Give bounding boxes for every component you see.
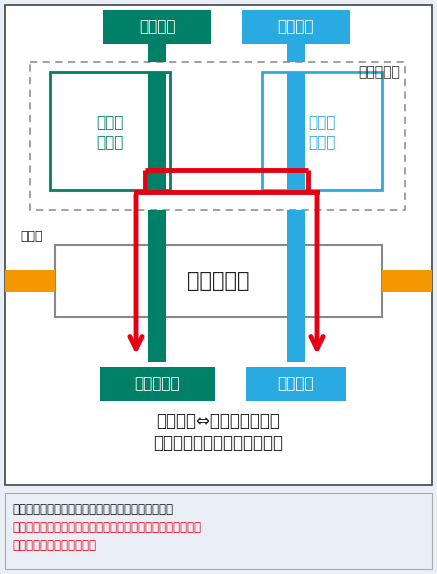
Text: 大　通　駅: 大 通 駅 [187, 271, 250, 291]
Bar [148, 317, 166, 362]
Text: 真駒内方面: 真駒内方面 [134, 377, 180, 391]
Bar [148, 210, 166, 245]
Bar [5, 493, 432, 569]
Text: 改　札: 改 札 [96, 135, 124, 150]
Text: さっぽろ駅で乗り換えた場合: さっぽろ駅で乗り換えた場合 [153, 434, 283, 452]
Text: 福住方面: 福住方面 [278, 377, 314, 391]
Bar [287, 317, 305, 362]
Bar [287, 210, 305, 245]
Bar [148, 72, 166, 192]
Bar [30, 62, 405, 210]
Text: さっぽろ駅: さっぽろ駅 [358, 65, 400, 79]
Bar [262, 72, 382, 190]
Bar [246, 367, 346, 401]
Bar [287, 72, 305, 192]
Text: 南北線: 南北線 [96, 115, 124, 130]
Bar [287, 245, 305, 317]
Text: 「さっぽろ駅」〜「大通駅」間が重複しています。: 「さっぽろ駅」〜「大通駅」間が重複しています。 [12, 503, 173, 516]
Bar [50, 72, 170, 190]
Text: 麻生方面: 麻生方面 [139, 20, 175, 34]
Text: 東豊線: 東豊線 [309, 115, 336, 130]
Text: 東西線: 東西線 [21, 231, 43, 243]
Text: 短の乗車経路となります。: 短の乗車経路となります。 [12, 539, 96, 552]
Bar [100, 367, 215, 401]
Bar [382, 270, 432, 292]
Text: 真駒内駅⇔福住駅間などを: 真駒内駅⇔福住駅間などを [156, 412, 280, 430]
Bar [242, 10, 350, 44]
Bar [55, 245, 382, 317]
Bar [5, 5, 432, 485]
Text: 栄町方面: 栄町方面 [278, 20, 314, 34]
Bar [287, 44, 305, 62]
Bar [5, 270, 55, 292]
Text: 改　札: 改 札 [309, 135, 336, 150]
Bar [148, 245, 166, 317]
Text: 「さっぽろ駅」まで乗らずに「大通駅」で乗り換えると、最: 「さっぽろ駅」まで乗らずに「大通駅」で乗り換えると、最 [12, 521, 201, 534]
Bar [103, 10, 211, 44]
Bar [148, 44, 166, 62]
